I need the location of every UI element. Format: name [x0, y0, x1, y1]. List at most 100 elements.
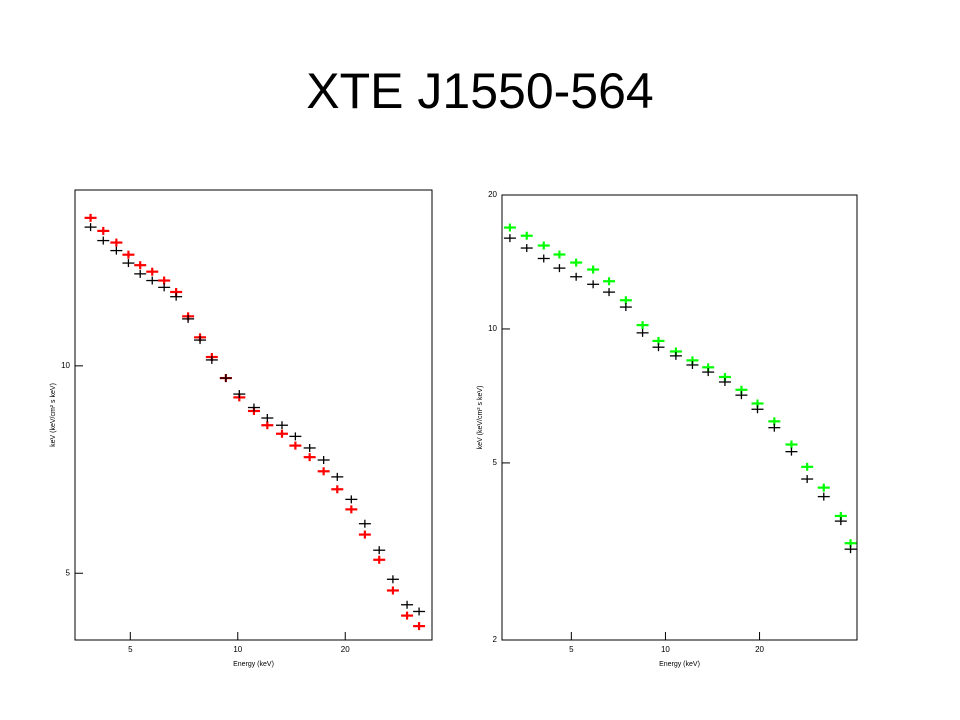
data-point: [570, 272, 583, 281]
data-point: [345, 505, 358, 514]
data-point: [170, 292, 183, 301]
data-point: [194, 336, 207, 345]
data-point: [331, 485, 344, 494]
data-point: [834, 517, 847, 526]
data-point: [134, 269, 147, 278]
data-point: [413, 607, 426, 616]
data-point: [182, 314, 195, 323]
data-point: [817, 492, 830, 501]
data-point: [768, 423, 781, 432]
series: [503, 234, 857, 554]
data-point: [122, 259, 135, 268]
x-tick-label: 20: [341, 645, 350, 654]
x-tick-label: 20: [755, 645, 764, 654]
data-point: [817, 483, 830, 492]
x-axis-label: Energy (keV): [233, 661, 274, 668]
data-point: [537, 241, 550, 250]
data-point: [345, 495, 358, 504]
data-point: [503, 223, 516, 232]
data-point: [686, 360, 699, 369]
data-point: [358, 519, 371, 528]
data-point: [146, 267, 159, 276]
data-point: [785, 440, 798, 449]
data-point: [801, 475, 814, 484]
data-point: [702, 368, 715, 377]
data-point: [358, 530, 371, 539]
data-point: [413, 622, 426, 631]
data-point: [97, 226, 110, 235]
data-point: [303, 453, 316, 462]
data-point: [386, 575, 399, 584]
data-point: [110, 246, 123, 255]
data-point: [261, 414, 274, 423]
data-point: [751, 405, 764, 414]
data-point: [520, 244, 533, 253]
data-point: [247, 403, 260, 412]
data-point: [636, 328, 649, 337]
data-point: [718, 377, 731, 386]
plot-frame: [74, 189, 433, 641]
data-point: [158, 283, 171, 292]
data-point: [603, 277, 616, 286]
data-point: [122, 250, 135, 259]
data-point: [386, 586, 399, 595]
y-tick-label: 5: [493, 458, 498, 467]
series: [84, 223, 426, 616]
data-point: [219, 374, 232, 383]
data-point: [373, 555, 386, 564]
data-point: [520, 231, 533, 240]
data-point: [537, 254, 550, 263]
data-point: [275, 421, 288, 430]
x-axis-label: Energy (keV): [659, 661, 700, 668]
x-tick-label: 10: [661, 645, 670, 654]
data-point: [289, 432, 302, 441]
data-point: [785, 447, 798, 456]
data-point: [503, 234, 516, 243]
plot-frame: [501, 194, 858, 641]
data-point: [317, 456, 330, 465]
x-tick-label: 5: [569, 645, 574, 654]
x-tick-label: 5: [128, 645, 133, 654]
data-point: [619, 303, 632, 312]
data-point: [158, 276, 171, 285]
data-point: [84, 213, 97, 222]
data-point: [553, 250, 566, 259]
data-point: [275, 429, 288, 438]
y-tick-label: 20: [488, 190, 497, 199]
data-point: [134, 261, 147, 270]
data-point: [97, 236, 110, 245]
y-tick-label: 5: [66, 568, 71, 577]
data-point: [146, 276, 159, 285]
data-point: [619, 296, 632, 305]
data-point: [205, 355, 218, 364]
data-point: [84, 223, 97, 232]
data-point: [401, 611, 414, 620]
series: [84, 213, 426, 631]
y-tick-label: 10: [61, 361, 70, 370]
y-axis-label: keV (keV/cm² s keV): [50, 383, 57, 447]
series: [503, 223, 857, 548]
y-tick-label: 2: [493, 635, 498, 644]
data-point: [110, 238, 123, 247]
data-point: [636, 321, 649, 330]
y-tick-label: 10: [488, 324, 497, 333]
data-point: [331, 472, 344, 481]
data-point: [401, 600, 414, 609]
x-tick-label: 10: [233, 645, 242, 654]
data-point: [261, 421, 274, 430]
data-point: [735, 391, 748, 400]
data-point: [801, 462, 814, 471]
data-point: [669, 351, 682, 360]
data-point: [233, 390, 246, 399]
data-point: [303, 443, 316, 452]
data-point: [603, 288, 616, 297]
data-point: [553, 264, 566, 273]
data-point: [587, 265, 600, 274]
data-point: [317, 467, 330, 476]
data-point: [587, 280, 600, 289]
data-point: [570, 258, 583, 267]
data-point: [652, 343, 665, 352]
slide-title: XTE J1550-564: [306, 63, 653, 119]
y-axis-label: keV (keV/cm² s keV): [477, 386, 484, 450]
